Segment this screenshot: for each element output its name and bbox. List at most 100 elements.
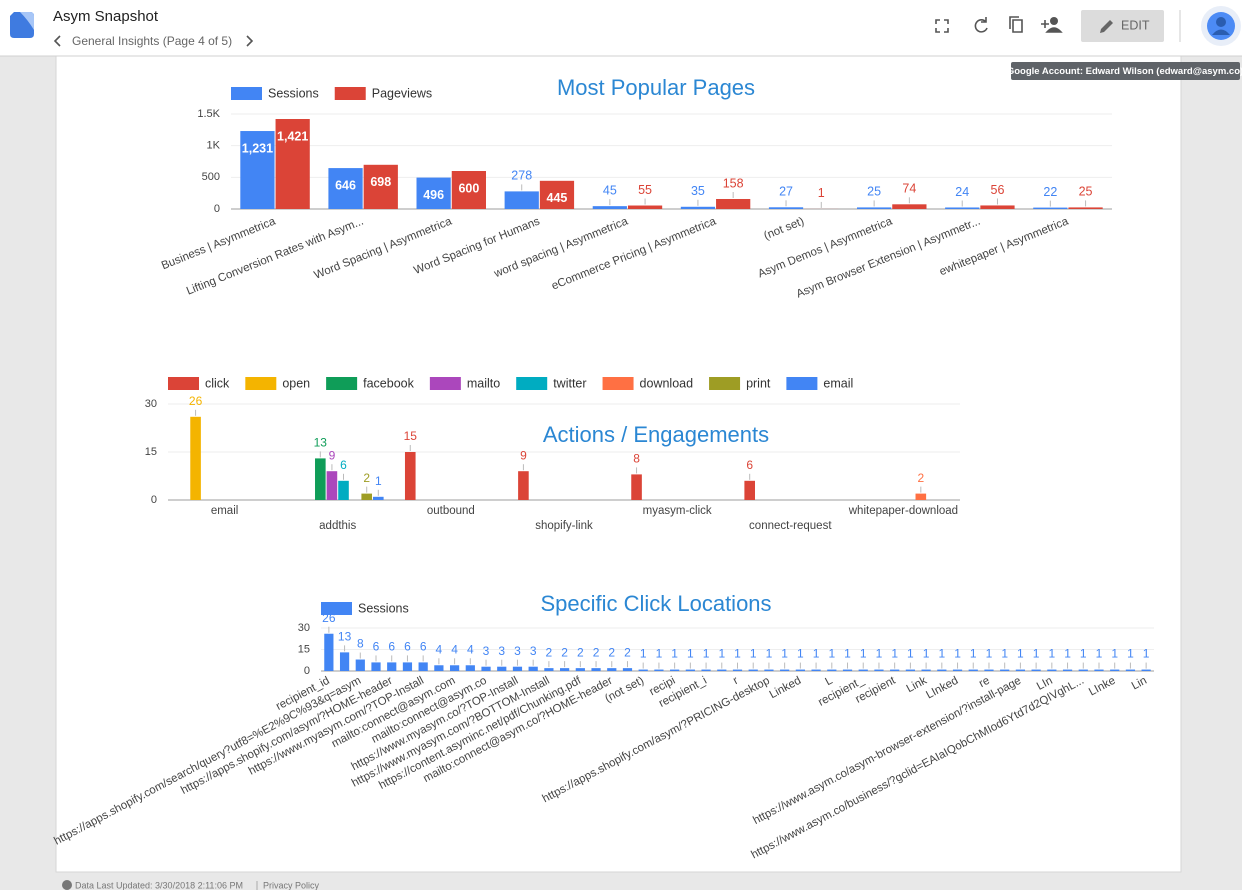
legend-label: Sessions [358, 601, 409, 615]
edit-button[interactable] [1081, 10, 1164, 42]
data-label: 6 [404, 640, 411, 654]
edit-icon [1100, 20, 1113, 33]
bar [560, 668, 570, 671]
data-label: 74 [902, 182, 916, 196]
bar [451, 171, 486, 209]
bar [701, 669, 711, 671]
bar [371, 662, 381, 671]
data-label: 8 [357, 637, 364, 651]
bar [1015, 669, 1026, 671]
legend-label: print [746, 376, 771, 390]
data-label: 1 [750, 647, 757, 661]
bar [528, 666, 538, 671]
prev-page[interactable] [53, 35, 61, 47]
refresh-icon[interactable] [974, 17, 988, 33]
bar [591, 668, 601, 671]
avatar-head [1216, 17, 1226, 27]
data-label: 1 [1048, 647, 1055, 661]
bar [685, 669, 695, 671]
x-tick-label: myasym-click [643, 505, 712, 517]
footer-updated: Data Last Updated: 3/30/2018 2:11:06 PM [75, 880, 243, 890]
data-label: 13 [314, 436, 328, 450]
x-tick-label: outbound [427, 505, 475, 517]
data-label: 6 [746, 458, 753, 472]
legend-swatch [168, 377, 199, 390]
copy-icon[interactable] [1009, 16, 1023, 33]
data-label: 22 [1043, 185, 1057, 199]
legend-swatch [709, 377, 741, 390]
y-tick-label: 15 [298, 643, 310, 655]
x-tick-label: email [211, 505, 238, 517]
data-label: 1 [813, 647, 820, 661]
avatar-body [1212, 29, 1230, 35]
bar [937, 669, 947, 671]
bar [1125, 669, 1136, 671]
bar [328, 168, 363, 209]
bar [416, 177, 451, 209]
data-label: 3 [483, 644, 490, 658]
data-label: 445 [547, 191, 568, 205]
bar [363, 164, 398, 209]
bar [915, 493, 927, 500]
data-label: 2 [577, 645, 584, 659]
bar [945, 207, 980, 209]
data-label: 3 [498, 644, 505, 658]
data-label: 1 [907, 647, 914, 661]
bar [361, 493, 373, 500]
y-tick-label: 0 [151, 494, 157, 506]
bar [518, 471, 529, 500]
data-label: 1 [876, 647, 883, 661]
x-tick-label: connect-request [749, 520, 832, 532]
data-label: 26 [189, 394, 203, 408]
bar [842, 669, 853, 671]
data-label: 1 [781, 647, 788, 661]
bar [654, 669, 664, 671]
bar [631, 474, 642, 500]
data-label: 3 [530, 644, 537, 658]
data-label: 6 [373, 640, 380, 654]
header [0, 0, 1242, 56]
legend-swatch [602, 377, 634, 390]
x-tick-label: L [823, 674, 835, 688]
bar [680, 206, 716, 209]
bar [387, 662, 397, 671]
data-label: 1 [797, 647, 804, 661]
fullscreen-icon[interactable] [935, 19, 949, 33]
legend-label: Pageviews [372, 86, 432, 100]
edit-label: EDIT [1121, 18, 1150, 32]
x-tick-label: addthis [319, 520, 356, 532]
legend-swatch [245, 377, 277, 390]
bar [968, 669, 978, 671]
data-label: 1 [1080, 647, 1087, 661]
next-page[interactable] [246, 35, 254, 47]
footer-icon [62, 880, 72, 890]
data-label: 1 [1001, 647, 1008, 661]
bar [512, 666, 523, 671]
footer-privacy[interactable]: Privacy Policy [263, 880, 320, 890]
bar [190, 416, 201, 500]
bar [768, 207, 804, 209]
share-icon[interactable] [1050, 17, 1058, 25]
data-label: 1 [1111, 647, 1118, 661]
y-tick-label: 0 [214, 203, 220, 215]
bar [780, 669, 790, 671]
y-tick-label: 1.5K [197, 108, 220, 120]
data-label: 2 [917, 471, 924, 485]
chart-title: Specific Click Locations [540, 591, 771, 616]
bar [402, 662, 413, 671]
data-label: 6 [388, 640, 395, 654]
data-label: 1 [766, 647, 773, 661]
bar [373, 496, 384, 500]
data-label: 24 [955, 185, 969, 199]
data-label: 1 [891, 647, 898, 661]
bar [1141, 669, 1151, 671]
legend-swatch [786, 377, 818, 390]
bar [465, 665, 475, 671]
data-label: 698 [370, 175, 391, 189]
data-label: 55 [638, 183, 652, 197]
data-label: 15 [404, 429, 418, 443]
data-label: 25 [867, 185, 881, 199]
bar [1033, 207, 1068, 209]
data-label: 27 [779, 185, 793, 199]
bar [980, 205, 1015, 209]
